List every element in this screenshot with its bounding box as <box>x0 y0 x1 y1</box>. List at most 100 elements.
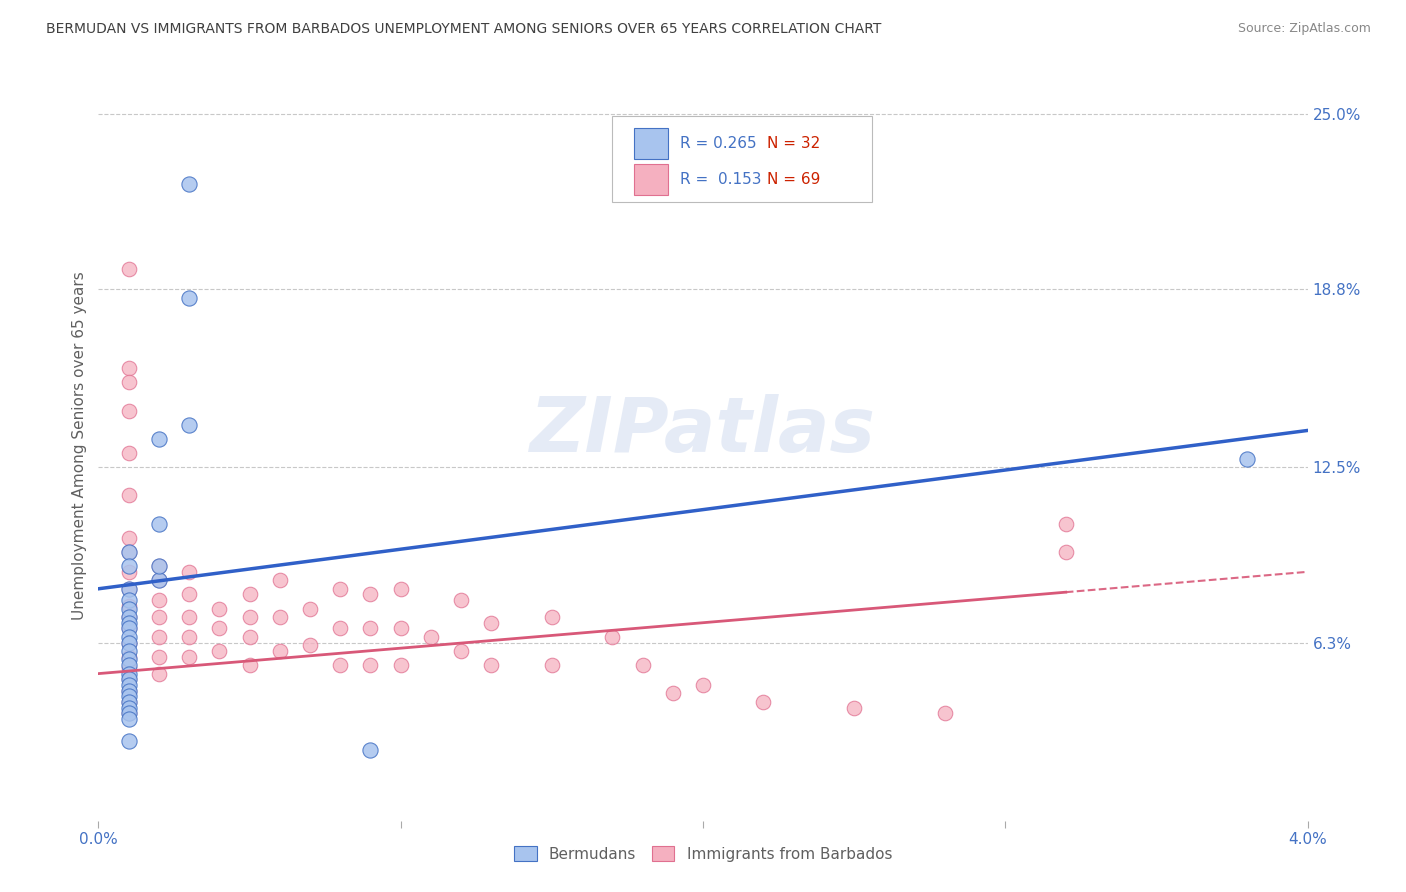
Point <box>179 291 201 305</box>
Point <box>602 630 624 644</box>
Point <box>269 644 291 658</box>
Text: R = 0.265: R = 0.265 <box>681 136 756 152</box>
Point <box>299 601 322 615</box>
Point <box>239 658 262 673</box>
Point <box>1054 516 1077 531</box>
Point <box>360 743 382 757</box>
Point <box>179 630 201 644</box>
Point <box>118 545 141 559</box>
Text: Source: ZipAtlas.com: Source: ZipAtlas.com <box>1237 22 1371 36</box>
Point <box>179 610 201 624</box>
Point <box>389 658 412 673</box>
Point <box>118 559 141 574</box>
Point <box>118 601 141 615</box>
Point <box>118 593 141 607</box>
Point <box>481 658 503 673</box>
Point <box>148 574 170 588</box>
Point <box>179 178 201 192</box>
Point <box>360 587 382 601</box>
Point <box>118 706 141 721</box>
Point <box>118 531 141 545</box>
Point <box>118 678 141 692</box>
Point <box>208 621 231 635</box>
Point <box>118 695 141 709</box>
Point <box>118 734 141 748</box>
Point <box>269 574 291 588</box>
Point <box>481 615 503 630</box>
Legend: Bermudans, Immigrants from Barbados: Bermudans, Immigrants from Barbados <box>513 846 893 862</box>
Text: ZIPatlas: ZIPatlas <box>530 394 876 468</box>
Point <box>118 615 141 630</box>
Point <box>148 574 170 588</box>
Point <box>269 610 291 624</box>
Point <box>118 706 141 721</box>
Text: N = 32: N = 32 <box>768 136 820 152</box>
Point <box>1236 451 1258 466</box>
Text: R =  0.153: R = 0.153 <box>681 172 762 186</box>
Point <box>179 417 201 432</box>
Point <box>299 638 322 652</box>
Bar <box>634 128 668 160</box>
Point <box>118 582 141 596</box>
Point <box>118 658 141 673</box>
Point <box>148 666 170 681</box>
Point <box>148 593 170 607</box>
Point <box>118 599 141 613</box>
Point <box>118 635 141 649</box>
Point <box>360 658 382 673</box>
Point <box>179 565 201 579</box>
Point <box>239 610 262 624</box>
Point <box>1054 545 1077 559</box>
Point <box>118 610 141 624</box>
Text: N = 69: N = 69 <box>768 172 821 186</box>
Text: BERMUDAN VS IMMIGRANTS FROM BARBADOS UNEMPLOYMENT AMONG SENIORS OVER 65 YEARS CO: BERMUDAN VS IMMIGRANTS FROM BARBADOS UNE… <box>46 22 882 37</box>
Point <box>118 700 141 714</box>
Point <box>661 686 683 700</box>
Point <box>208 601 231 615</box>
Point <box>329 582 352 596</box>
Point <box>118 488 141 502</box>
Point <box>148 649 170 664</box>
Point <box>692 678 714 692</box>
Point <box>118 695 141 709</box>
Point <box>118 683 141 698</box>
Point <box>844 700 866 714</box>
Point <box>118 630 141 644</box>
Point <box>118 635 141 649</box>
Point <box>540 658 562 673</box>
Point <box>118 403 141 417</box>
Point <box>148 630 170 644</box>
Point <box>118 652 141 666</box>
Point <box>118 582 141 596</box>
Point <box>118 545 141 559</box>
Point <box>118 649 141 664</box>
Point <box>118 666 141 681</box>
Point <box>934 706 956 721</box>
Point <box>118 673 141 687</box>
Point <box>118 621 141 635</box>
Point <box>148 559 170 574</box>
Point <box>118 690 141 704</box>
Point <box>148 610 170 624</box>
Point <box>450 644 472 658</box>
Point <box>239 630 262 644</box>
Point <box>540 610 562 624</box>
Point <box>420 630 443 644</box>
Point <box>118 661 141 675</box>
Point <box>118 621 141 635</box>
Point <box>118 376 141 390</box>
Point <box>752 695 775 709</box>
Point <box>239 587 262 601</box>
Y-axis label: Unemployment Among Seniors over 65 years: Unemployment Among Seniors over 65 years <box>72 272 87 620</box>
Point <box>329 621 352 635</box>
Point <box>148 432 170 446</box>
Point <box>118 565 141 579</box>
Point <box>118 446 141 460</box>
Point <box>148 516 170 531</box>
Point <box>389 621 412 635</box>
Point <box>329 658 352 673</box>
Point <box>179 649 201 664</box>
Point <box>118 673 141 687</box>
Point <box>631 658 654 673</box>
Point <box>118 644 141 658</box>
